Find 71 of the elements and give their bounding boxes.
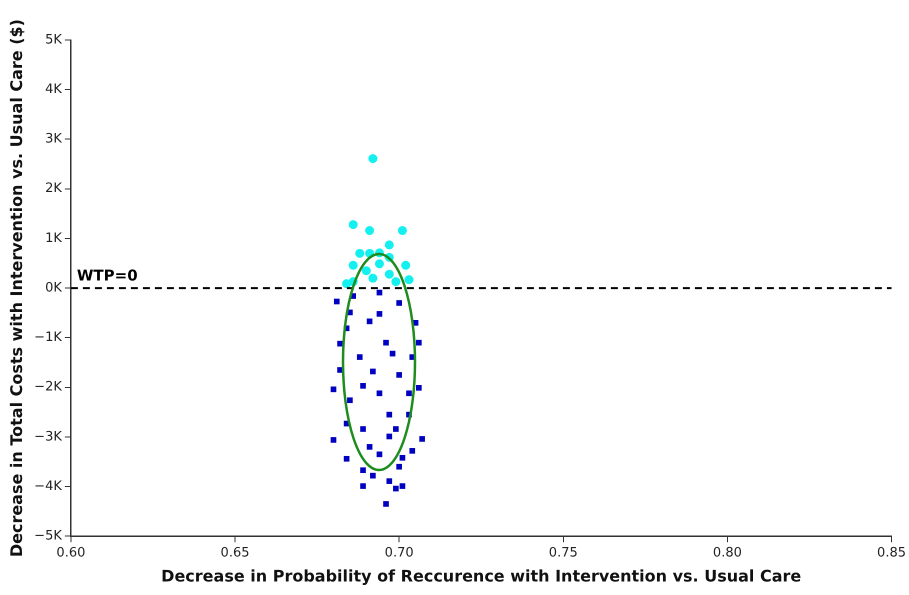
x-tick-label: 0.85	[877, 545, 906, 560]
point	[416, 385, 422, 391]
point	[366, 318, 372, 324]
point	[393, 486, 399, 492]
point	[416, 340, 422, 346]
point	[384, 270, 394, 279]
point	[391, 277, 400, 286]
point	[330, 386, 336, 392]
y-tick-label: 4K	[45, 82, 62, 97]
y-tick-label: 3K	[45, 132, 62, 147]
y-tick-label: −5K	[34, 528, 62, 544]
point	[368, 274, 378, 283]
point	[370, 472, 376, 478]
point	[366, 444, 372, 450]
point	[390, 350, 396, 356]
point	[360, 426, 366, 432]
y-tick-label: 2K	[45, 181, 62, 196]
point	[396, 372, 402, 378]
point	[396, 464, 402, 470]
point	[383, 340, 389, 346]
point	[386, 478, 392, 484]
point	[330, 437, 336, 443]
point	[400, 454, 406, 461]
point	[393, 426, 399, 432]
point	[409, 448, 416, 454]
point	[356, 354, 363, 360]
point	[396, 300, 402, 306]
y-tick-label: −1K	[34, 330, 62, 346]
x-axis-title: Decrease in Probability of Reccurence with Intervention vs. Usual Care	[161, 566, 802, 586]
point	[347, 397, 353, 404]
point	[398, 226, 407, 236]
point	[355, 248, 364, 258]
point	[404, 275, 414, 284]
point	[376, 390, 382, 396]
point	[362, 266, 371, 276]
point	[370, 368, 376, 374]
point	[384, 240, 394, 250]
x-tick-label: 0.75	[548, 545, 578, 560]
point	[360, 383, 366, 389]
point	[360, 467, 366, 474]
ref-line-label: WTP=0	[76, 266, 138, 284]
point	[365, 226, 374, 236]
point	[400, 483, 406, 489]
point	[386, 434, 392, 440]
point	[376, 452, 382, 458]
point	[386, 412, 392, 418]
x-tick-label: 0.70	[384, 545, 414, 560]
point	[376, 311, 382, 317]
point	[406, 390, 412, 396]
point	[368, 154, 378, 164]
y-tick-label: 5K	[45, 32, 62, 48]
point	[348, 260, 358, 270]
point	[419, 436, 425, 442]
point	[383, 501, 389, 507]
point	[334, 298, 340, 304]
y-tick-label: 1K	[45, 230, 62, 246]
point	[401, 260, 410, 270]
point	[344, 456, 350, 462]
x-tick-label: 0.65	[220, 545, 250, 560]
point	[374, 259, 384, 268]
point	[348, 220, 358, 230]
point	[342, 279, 352, 288]
y-tick-label: 0K	[45, 280, 62, 296]
y-tick-label: −4K	[34, 478, 62, 494]
y-tick-label: −2K	[34, 380, 62, 395]
y-axis-title: Decrease in Total Costs with Intervention vs. Usual Care ($)	[6, 19, 26, 558]
x-tick-label: 0.60	[56, 545, 86, 560]
x-tick-label: 0.80	[712, 545, 742, 560]
point	[360, 483, 366, 489]
point	[376, 290, 382, 296]
y-tick-label: −3K	[34, 429, 62, 444]
